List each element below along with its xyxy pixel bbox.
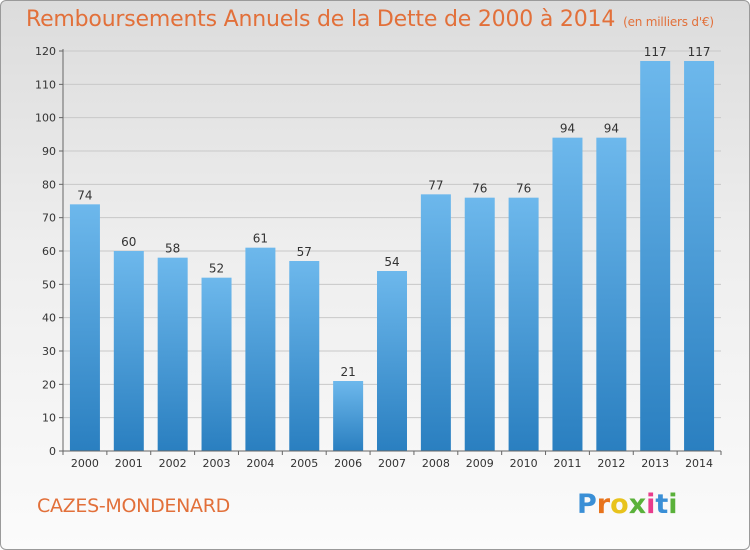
x-tick-label: 2000	[71, 457, 99, 470]
x-tick-label: 2009	[466, 457, 494, 470]
bar-value-label: 21	[340, 365, 355, 379]
x-tick-label: 2012	[597, 457, 625, 470]
bar-value-label: 94	[560, 122, 575, 136]
y-tick-label: 120	[35, 45, 56, 58]
y-tick-label: 60	[42, 245, 56, 258]
logo-letter: i	[668, 489, 678, 520]
bars	[69, 61, 715, 452]
x-tick-label: 2002	[159, 457, 187, 470]
bar	[333, 381, 364, 451]
x-tick-label: 2013	[641, 457, 669, 470]
bar	[684, 61, 715, 451]
bar	[113, 251, 144, 451]
bar-value-label: 58	[165, 242, 180, 256]
logo-letter: x	[628, 489, 647, 520]
bar	[157, 257, 188, 451]
bar	[420, 194, 451, 452]
bar-value-label: 117	[644, 45, 667, 59]
bar	[69, 204, 100, 451]
logo-letter: i	[646, 489, 656, 520]
x-tick-label: 2003	[203, 457, 231, 470]
x-tick-label: 2005	[290, 457, 318, 470]
commune-name: CAZES-MONDENARD	[37, 495, 230, 517]
logo-letter: P	[577, 489, 597, 520]
value-labels: 74 60 58 52 61 57 21 54 77 76 76 94 94 117 117	[77, 45, 710, 379]
y-tick-label: 90	[42, 145, 56, 158]
x-tick-label: 2010	[510, 457, 538, 470]
bar	[377, 271, 407, 451]
bar	[289, 261, 320, 451]
chart-title-text: Remboursements Annuels de la Dette de 20…	[26, 7, 616, 32]
logo-letter: o	[610, 489, 629, 520]
y-tick-label: 100	[35, 112, 56, 125]
bar	[596, 137, 627, 451]
y-tick-label: 110	[35, 78, 56, 91]
y-tick-label: 10	[42, 412, 56, 425]
logo-letter: r	[596, 489, 611, 520]
x-tick-label: 2014	[685, 457, 713, 470]
bar	[464, 197, 495, 451]
logo-letter: t	[655, 489, 669, 520]
bar-value-label: 76	[516, 182, 531, 196]
bar-value-label: 76	[472, 182, 487, 196]
x-tick-label: 2001	[115, 457, 143, 470]
bar-value-label: 54	[384, 255, 399, 269]
bar	[508, 197, 539, 451]
bar-value-label: 52	[209, 262, 224, 276]
bar	[640, 61, 671, 451]
y-tick-label: 30	[42, 345, 56, 358]
x-tick-label: 2011	[553, 457, 581, 470]
y-tick-label: 70	[42, 212, 56, 225]
bar	[201, 277, 232, 451]
bar-value-label: 60	[121, 235, 136, 249]
bar-value-label: 61	[253, 232, 268, 246]
x-tick-label: 2008	[422, 457, 450, 470]
chart-unit: (en milliers d'€)	[623, 15, 714, 29]
y-tick-label: 50	[42, 278, 56, 291]
x-tick-label: 2007	[378, 457, 406, 470]
y-tick-label: 20	[42, 378, 56, 391]
proxiti-logo: Proxiti	[577, 489, 678, 520]
bar-value-label: 74	[77, 188, 92, 202]
y-tick-label: 80	[42, 178, 56, 191]
bar	[245, 247, 276, 451]
bar-value-label: 57	[297, 245, 312, 259]
bar-value-label: 117	[688, 45, 711, 59]
chart-title: Remboursements Annuels de la Dette de 20…	[26, 7, 714, 32]
y-tick-label: 0	[49, 445, 56, 458]
axes: 0 10 20 30 40 50 60 70 80 90 100 110 120 2000 2001 2002…	[35, 45, 722, 470]
x-tick-label: 2006	[334, 457, 362, 470]
bar-value-label: 94	[604, 122, 619, 136]
bar	[552, 137, 583, 451]
x-tick-label: 2004	[246, 457, 274, 470]
bar-value-label: 77	[428, 178, 443, 192]
y-tick-label: 40	[42, 312, 56, 325]
